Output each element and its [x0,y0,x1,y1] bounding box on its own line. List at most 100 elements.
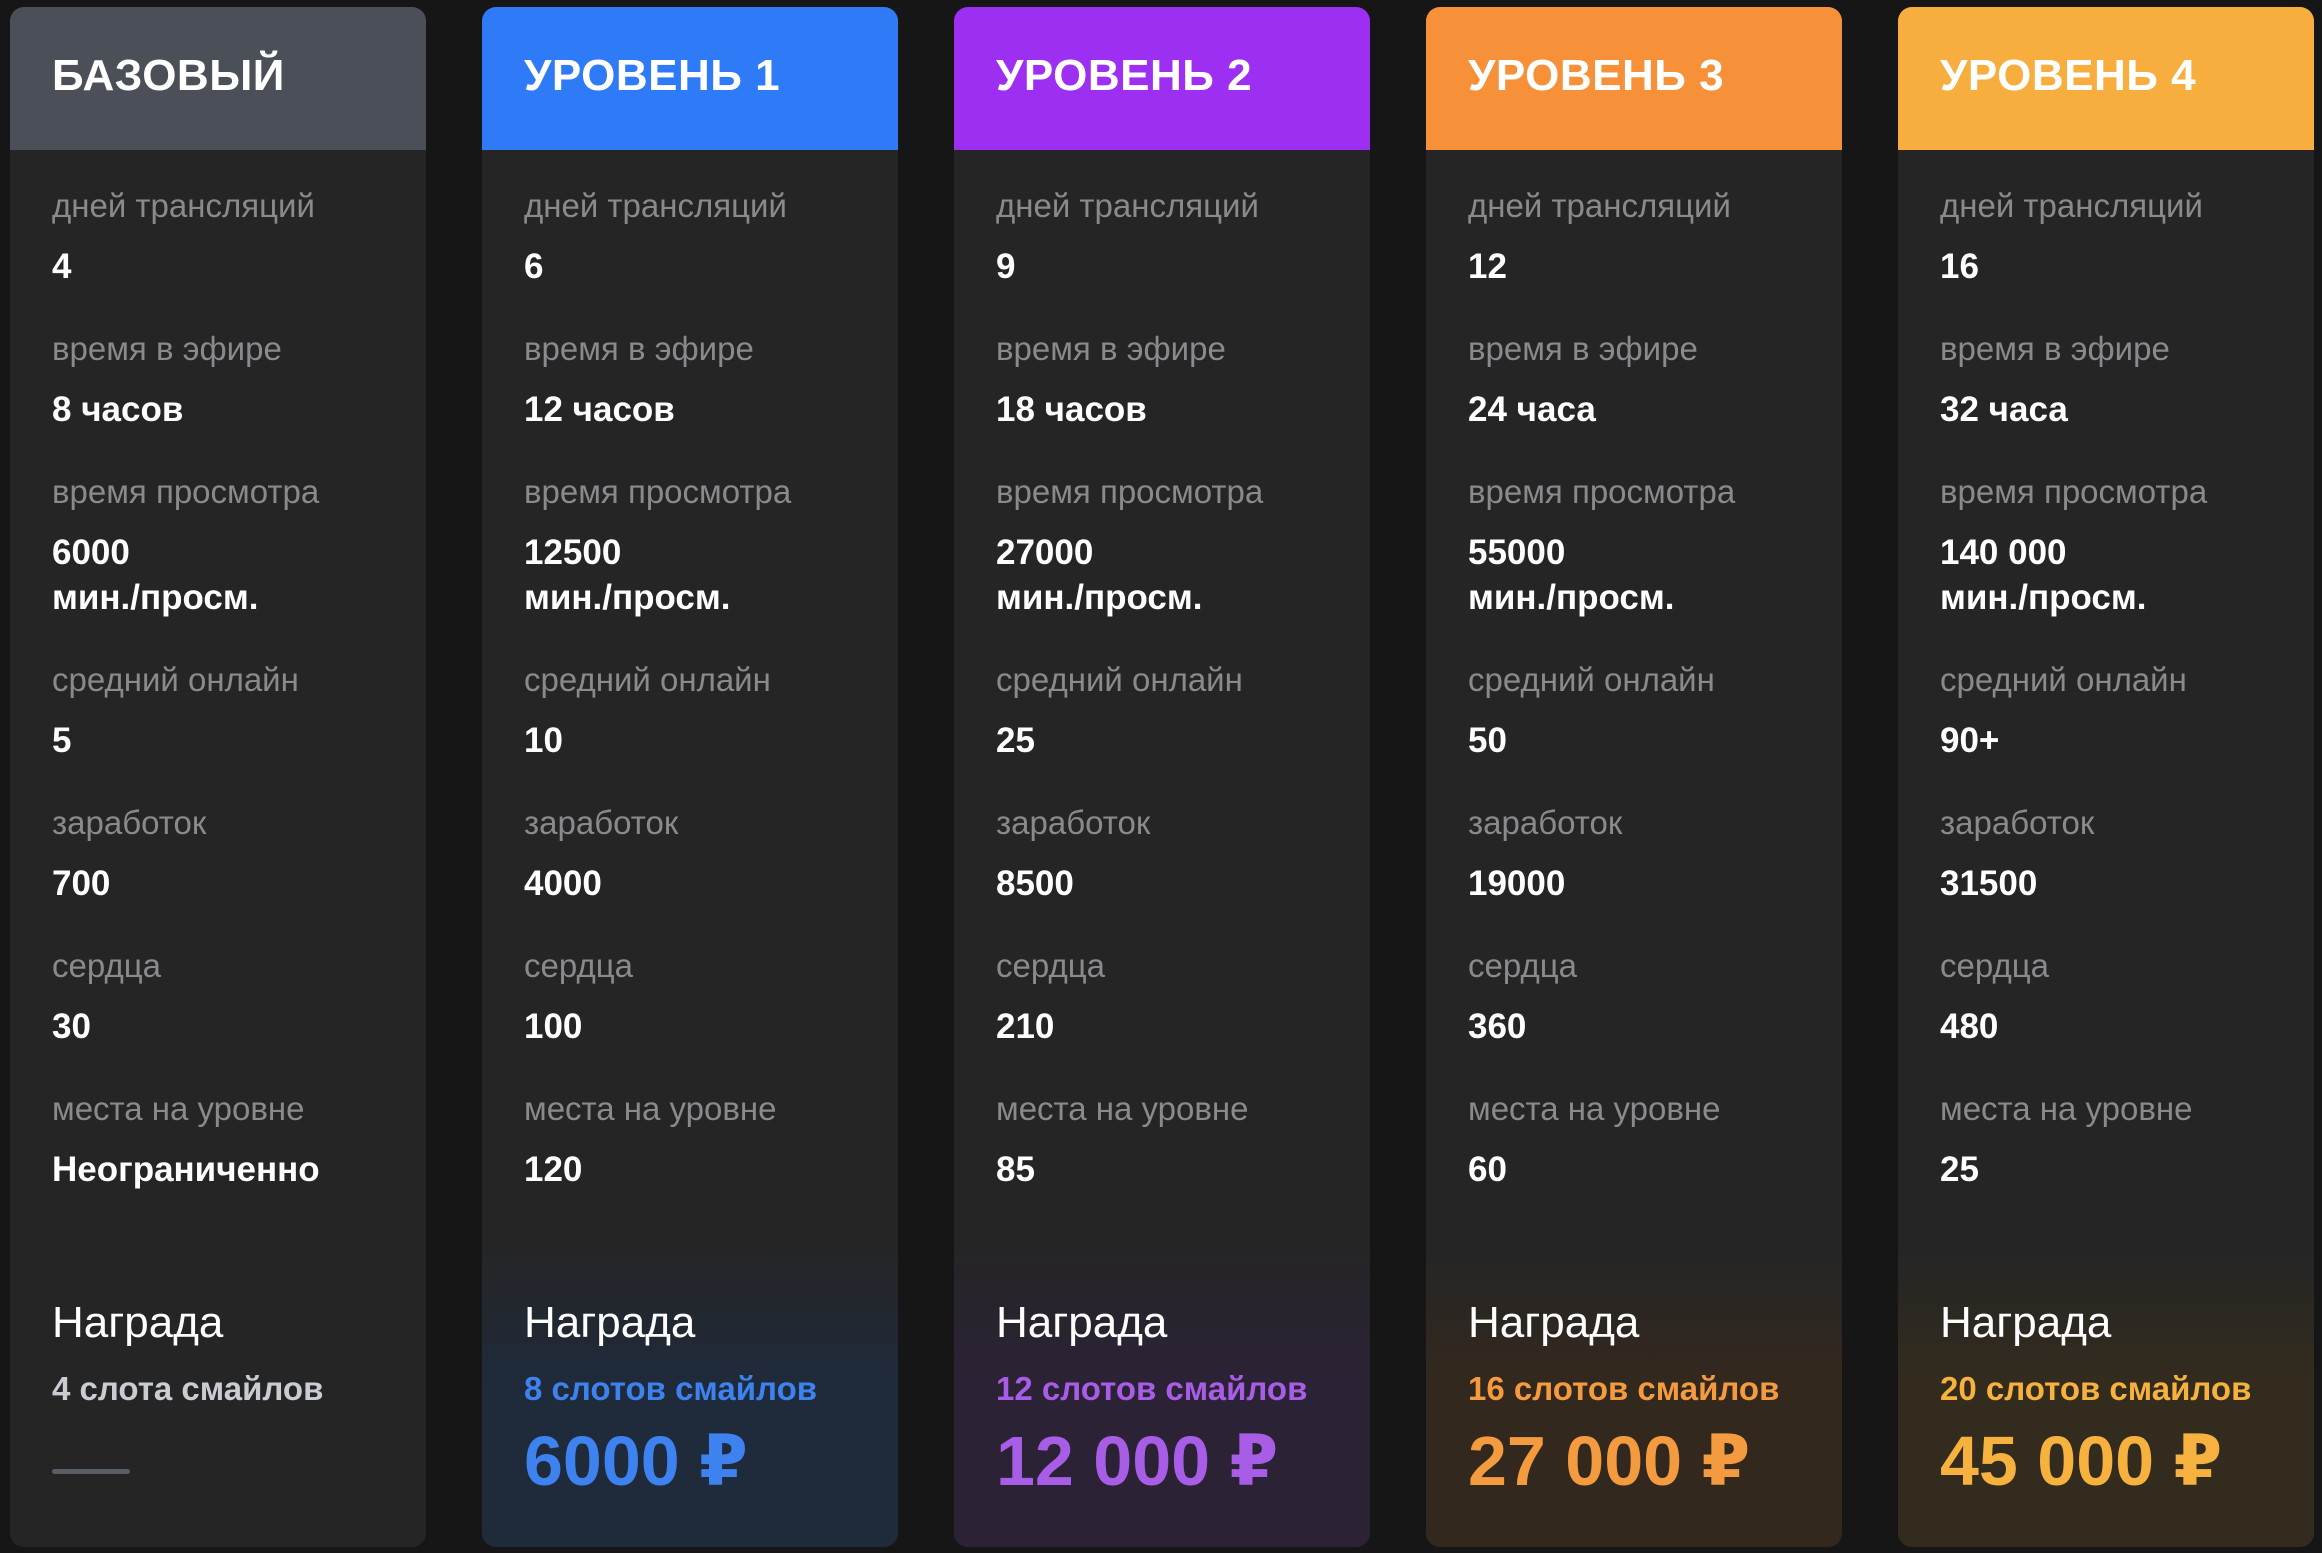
stat-spots: места на уровне 85 [996,1089,1340,1192]
tier-title: УРОВЕНЬ 4 [1940,50,2197,100]
stat-label: дней трансляций [1468,187,1731,224]
reward-slots: 12 слотов смайлов [996,1370,1308,1407]
stat-label: средний онлайн [996,661,1243,698]
stat-airtime: время в эфире 32 часа [1940,329,2284,432]
stat-label: средний онлайн [1940,661,2187,698]
tier-header: УРОВЕНЬ 1 [482,7,898,150]
stat-label: время в эфире [1940,330,2170,367]
watchtime-number: 12500 [524,533,622,572]
tier-stats: дней трансляций 9 время в эфире 18 часов… [954,150,1370,1192]
tier-title: УРОВЕНЬ 1 [524,50,781,100]
stat-airtime: время в эфире 12 часов [524,329,868,432]
stat-label: время просмотра [1468,473,1736,510]
reward-price: 6000 ₽ [524,1422,748,1500]
stat-value: 4000 [524,864,602,903]
tier-stats: дней трансляций 6 время в эфире 12 часов… [482,150,898,1192]
stat-value: 8 часов [52,390,184,429]
stat-watchtime: время просмотра 12500 мин./просм. [524,472,868,620]
tier-card-level-2: УРОВЕНЬ 2 дней трансляций 9 время в эфир… [954,7,1370,1547]
stat-value: Неограниченно [52,1150,320,1189]
stat-value: 12 [1468,247,1507,286]
stat-label: средний онлайн [524,661,771,698]
stat-hearts: сердца 210 [996,946,1340,1049]
stat-earnings: заработок 19000 [1468,803,1812,906]
stat-earnings: заработок 4000 [524,803,868,906]
stat-spots: места на уровне 25 [1940,1089,2284,1192]
watchtime-unit: мин./просм. [1468,578,1675,617]
watchtime-number: 6000 [52,533,130,572]
watchtime-unit: мин./просм. [996,578,1203,617]
stat-label: средний онлайн [1468,661,1715,698]
reward-section: Награда 16 слотов смайлов 27 000 ₽ [1426,1247,1842,1547]
stat-label: время в эфире [1468,330,1698,367]
stat-value: 700 [52,864,111,903]
stat-spots: места на уровне 60 [1468,1089,1812,1192]
stat-spots: места на уровне 120 [524,1089,868,1192]
stat-days: дней трансляций 6 [524,186,868,289]
stat-days: дней трансляций 9 [996,186,1340,289]
stat-earnings: заработок 700 [52,803,396,906]
tier-stats: дней трансляций 16 время в эфире 32 часа… [1898,150,2314,1192]
tier-title: УРОВЕНЬ 2 [996,50,1253,100]
stat-value: 10 [524,721,563,760]
no-price-dash [52,1469,130,1474]
stat-label: время просмотра [524,473,792,510]
stat-online: средний онлайн 50 [1468,660,1812,763]
stat-days: дней трансляций 16 [1940,186,2284,289]
stat-online: средний онлайн 90+ [1940,660,2284,763]
reward-section: Награда 12 слотов смайлов 12 000 ₽ [954,1247,1370,1547]
stat-label: сердца [1468,947,1577,984]
stat-label: сердца [524,947,633,984]
stat-label: сердца [1940,947,2049,984]
stat-value: 100 [524,1007,583,1046]
reward-price: 12 000 ₽ [996,1422,1279,1500]
stat-value: 6 [524,247,544,286]
stat-label: дней трансляций [1940,187,2203,224]
stat-label: время в эфире [996,330,1226,367]
stat-label: места на уровне [1468,1090,1721,1127]
stat-label: заработок [1940,804,2095,841]
watchtime-number: 140 000 [1940,533,2067,572]
stat-value: 18 часов [996,390,1147,429]
stat-value: 4 [52,247,72,286]
stat-value: 6000 мин./просм. [52,530,396,620]
reward-section: Награда 4 слота смайлов [10,1247,426,1547]
tier-card-base: БАЗОВЫЙ дней трансляций 4 время в эфире … [10,7,426,1547]
stat-hearts: сердца 30 [52,946,396,1049]
tier-header: БАЗОВЫЙ [10,7,426,150]
stat-value: 55000 мин./просм. [1468,530,1812,620]
stat-airtime: время в эфире 18 часов [996,329,1340,432]
stat-value: 25 [996,721,1035,760]
stat-spots: места на уровне Неограниченно [52,1089,396,1192]
watchtime-number: 27000 [996,533,1094,572]
stat-label: сердца [996,947,1105,984]
stat-airtime: время в эфире 8 часов [52,329,396,432]
reward-title: Награда [52,1298,224,1347]
stat-watchtime: время просмотра 6000 мин./просм. [52,472,396,620]
stat-value: 32 часа [1940,390,2068,429]
stat-watchtime: время просмотра 27000 мин./просм. [996,472,1340,620]
stat-value: 90+ [1940,721,2000,760]
stat-airtime: время в эфире 24 часа [1468,329,1812,432]
reward-section: Награда 20 слотов смайлов 45 000 ₽ [1898,1247,2314,1547]
stat-label: время в эфире [52,330,282,367]
stat-value: 16 [1940,247,1979,286]
watchtime-unit: мин./просм. [1940,578,2147,617]
stat-label: заработок [52,804,207,841]
stat-label: время просмотра [52,473,320,510]
tier-card-level-3: УРОВЕНЬ 3 дней трансляций 12 время в эфи… [1426,7,1842,1547]
stat-hearts: сердца 480 [1940,946,2284,1049]
reward-slots: 8 слотов смайлов [524,1370,818,1407]
tier-card-level-1: УРОВЕНЬ 1 дней трансляций 6 время в эфир… [482,7,898,1547]
stat-label: дней трансляций [524,187,787,224]
stat-watchtime: время просмотра 140 000 мин./просм. [1940,472,2284,620]
reward-title: Награда [1940,1298,2112,1347]
stat-label: заработок [524,804,679,841]
stat-days: дней трансляций 12 [1468,186,1812,289]
stat-value: 24 часа [1468,390,1596,429]
stat-label: дней трансляций [996,187,1259,224]
stat-earnings: заработок 31500 [1940,803,2284,906]
stat-value: 5 [52,721,72,760]
stat-online: средний онлайн 25 [996,660,1340,763]
